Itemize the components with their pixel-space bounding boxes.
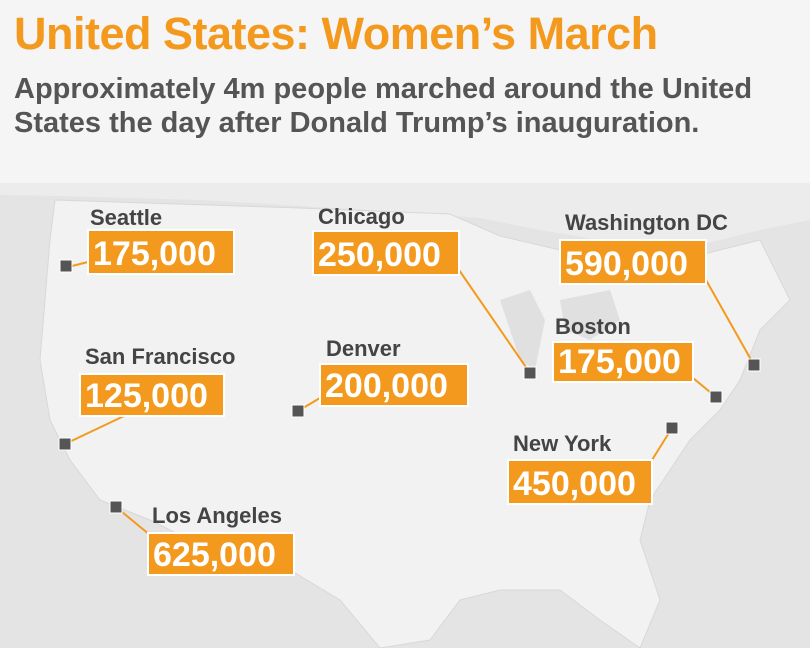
city-name: San Francisco <box>85 344 235 369</box>
leader-line <box>458 269 531 374</box>
count-box <box>87 229 235 275</box>
city-name: Chicago <box>318 204 405 229</box>
march-count: 175,000 <box>558 343 681 381</box>
leader-line <box>64 415 125 445</box>
city-marker <box>523 366 537 380</box>
city-name: Boston <box>555 314 631 339</box>
city-marker <box>59 259 73 273</box>
city-name: Los Angeles <box>152 503 282 528</box>
leader-line <box>71 261 89 267</box>
leader-line <box>705 279 755 366</box>
city-marker <box>58 437 72 451</box>
count-box <box>147 532 295 576</box>
count-box <box>559 239 707 285</box>
count-box <box>507 459 653 505</box>
city-marker <box>665 421 679 435</box>
count-box <box>552 341 694 383</box>
city-name: New York <box>513 431 612 456</box>
march-count: 590,000 <box>565 245 688 283</box>
march-count: 450,000 <box>513 465 636 503</box>
city-marker <box>291 404 305 418</box>
march-count: 200,000 <box>325 367 448 405</box>
title: United States: Women’s March <box>14 8 658 59</box>
march-count: 625,000 <box>153 536 276 574</box>
city-marker <box>109 500 123 514</box>
count-box <box>319 363 469 407</box>
city-marker <box>747 358 761 372</box>
map: Seattle 175,000 Chicago 250,000 Washington D… <box>0 183 810 648</box>
city-marker <box>709 390 723 404</box>
city-name: Denver <box>326 336 401 361</box>
march-count: 250,000 <box>318 236 441 274</box>
city-name: Seattle <box>90 205 162 230</box>
count-box <box>312 230 460 276</box>
march-count: 125,000 <box>85 377 208 415</box>
count-box <box>79 373 225 417</box>
subtitle: Approximately 4m people marched around t… <box>14 73 753 139</box>
city-name: Washington DC <box>565 210 728 235</box>
march-count: 175,000 <box>93 235 216 273</box>
